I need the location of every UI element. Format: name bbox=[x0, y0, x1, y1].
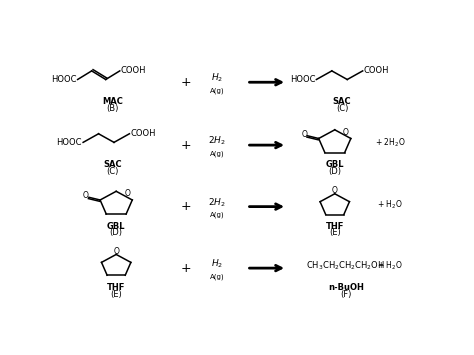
Text: + H$_2$O: + H$_2$O bbox=[377, 260, 403, 272]
Text: THF: THF bbox=[107, 283, 126, 292]
Text: (E): (E) bbox=[110, 290, 122, 299]
Text: O: O bbox=[83, 191, 89, 200]
Text: SAC: SAC bbox=[103, 160, 122, 169]
Text: A(g): A(g) bbox=[210, 150, 225, 157]
Text: +: + bbox=[181, 138, 191, 152]
Text: + 2H$_2$O: + 2H$_2$O bbox=[374, 137, 405, 149]
Text: O: O bbox=[343, 128, 349, 137]
Text: HOOC: HOOC bbox=[56, 138, 82, 147]
Text: + H$_2$O: + H$_2$O bbox=[377, 198, 403, 211]
Text: O: O bbox=[301, 130, 308, 139]
Text: $2H_2$: $2H_2$ bbox=[208, 196, 226, 209]
Text: +: + bbox=[181, 76, 191, 89]
Text: n-BuOH: n-BuOH bbox=[328, 283, 364, 292]
Text: SAC: SAC bbox=[333, 97, 351, 106]
Text: COOH: COOH bbox=[364, 66, 389, 75]
Text: COOH: COOH bbox=[121, 66, 146, 75]
Text: (D): (D) bbox=[109, 229, 123, 237]
Text: $H_2$: $H_2$ bbox=[211, 72, 223, 84]
Text: $H_2$: $H_2$ bbox=[211, 258, 223, 270]
Text: O: O bbox=[332, 186, 337, 195]
Text: $2H_2$: $2H_2$ bbox=[208, 135, 226, 147]
Text: COOH: COOH bbox=[130, 129, 156, 138]
Text: (B): (B) bbox=[106, 104, 118, 113]
Text: HOOC: HOOC bbox=[290, 75, 315, 84]
Text: A(g): A(g) bbox=[210, 87, 225, 94]
Text: (C): (C) bbox=[336, 104, 348, 113]
Text: +: + bbox=[181, 200, 191, 213]
Text: O: O bbox=[124, 189, 130, 198]
Text: O: O bbox=[113, 247, 119, 256]
Text: (E): (E) bbox=[329, 229, 341, 237]
Text: (C): (C) bbox=[106, 167, 118, 176]
Text: (D): (D) bbox=[328, 167, 341, 176]
Text: +: + bbox=[181, 262, 191, 275]
Text: (F): (F) bbox=[340, 290, 351, 299]
Text: GBL: GBL bbox=[107, 222, 126, 231]
Text: HOOC: HOOC bbox=[51, 75, 76, 84]
Text: A(g): A(g) bbox=[210, 273, 225, 280]
Text: MAC: MAC bbox=[102, 97, 123, 106]
Text: GBL: GBL bbox=[326, 160, 344, 169]
Text: THF: THF bbox=[326, 222, 344, 231]
Text: A(g): A(g) bbox=[210, 212, 225, 218]
Text: CH$_3$CH$_2$CH$_2$CH$_2$OH: CH$_3$CH$_2$CH$_2$CH$_2$OH bbox=[306, 260, 385, 272]
